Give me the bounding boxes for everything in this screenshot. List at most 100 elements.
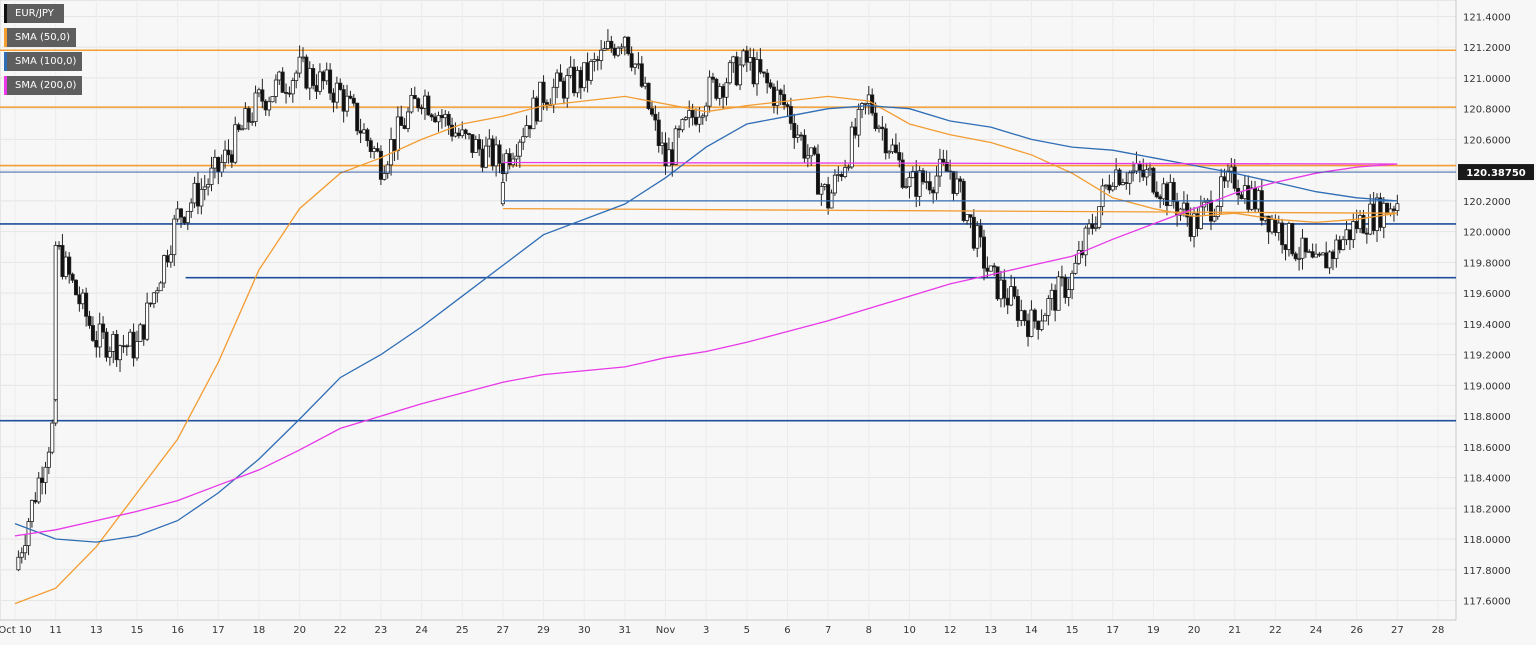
candle-body[interactable] bbox=[1076, 250, 1081, 264]
candle-body[interactable] bbox=[40, 477, 45, 483]
candle-body[interactable] bbox=[419, 107, 424, 110]
candle-body[interactable] bbox=[1337, 239, 1342, 251]
candle-body[interactable] bbox=[853, 126, 858, 136]
candle-body[interactable] bbox=[1341, 239, 1346, 251]
candle-body[interactable] bbox=[480, 148, 485, 168]
candle-body[interactable] bbox=[395, 116, 400, 152]
candle-body[interactable] bbox=[1310, 251, 1315, 258]
candle-body[interactable] bbox=[802, 134, 807, 159]
candle-body[interactable] bbox=[118, 345, 123, 361]
candle-body[interactable] bbox=[738, 64, 743, 86]
candle-body[interactable] bbox=[422, 95, 427, 109]
candle-body[interactable] bbox=[456, 132, 461, 137]
candle-body[interactable] bbox=[460, 129, 465, 137]
candle-body[interactable] bbox=[782, 94, 787, 106]
candle-body[interactable] bbox=[1391, 208, 1396, 211]
candle-body[interactable] bbox=[622, 36, 627, 48]
candle-body[interactable] bbox=[497, 144, 502, 164]
candle-body[interactable] bbox=[527, 125, 532, 130]
candle-body[interactable] bbox=[1141, 169, 1146, 178]
candle-body[interactable] bbox=[639, 63, 644, 87]
candle-body[interactable] bbox=[240, 128, 245, 131]
candle-body[interactable] bbox=[975, 225, 980, 249]
candle-body[interactable] bbox=[477, 139, 482, 150]
candle-body[interactable] bbox=[588, 61, 593, 81]
candle-body[interactable] bbox=[1002, 279, 1007, 299]
candle-body[interactable] bbox=[94, 340, 99, 348]
candle-body[interactable] bbox=[690, 110, 695, 118]
candle-body[interactable] bbox=[951, 171, 956, 194]
candle-body[interactable] bbox=[33, 499, 38, 503]
candle-body[interactable] bbox=[978, 225, 983, 238]
candle-body[interactable] bbox=[16, 556, 21, 571]
candle-body[interactable] bbox=[1049, 289, 1054, 299]
candle-body[interactable] bbox=[700, 115, 705, 118]
candle-body[interactable] bbox=[436, 115, 441, 123]
legend-item-sma50[interactable]: SMA (50,0) bbox=[4, 28, 77, 47]
candle-body[interactable] bbox=[273, 79, 278, 97]
candle-body[interactable] bbox=[29, 499, 34, 522]
candle-body[interactable] bbox=[666, 149, 671, 167]
candle-body[interactable] bbox=[1286, 223, 1291, 250]
candle-body[interactable] bbox=[155, 290, 160, 294]
sma-line[interactable] bbox=[14, 95, 1398, 605]
candle-body[interactable] bbox=[189, 202, 194, 212]
candle-body[interactable] bbox=[524, 125, 529, 138]
candle-body[interactable] bbox=[944, 161, 949, 172]
candle-body[interactable] bbox=[887, 151, 892, 154]
candle-body[interactable] bbox=[1239, 194, 1244, 200]
candle-body[interactable] bbox=[1188, 216, 1193, 237]
candle-body[interactable] bbox=[1073, 262, 1078, 274]
candle-body[interactable] bbox=[111, 333, 116, 352]
candle-body[interactable] bbox=[904, 186, 909, 189]
candle-body[interactable] bbox=[799, 134, 804, 137]
candle-body[interactable] bbox=[60, 245, 65, 277]
candle-body[interactable] bbox=[1314, 253, 1319, 258]
candle-body[interactable] bbox=[36, 477, 41, 503]
candle-body[interactable] bbox=[270, 96, 275, 103]
candle-body[interactable] bbox=[168, 254, 173, 263]
candle-body[interactable] bbox=[206, 184, 211, 188]
candle-body[interactable] bbox=[1171, 182, 1176, 202]
candle-body[interactable] bbox=[494, 144, 499, 167]
candle-body[interactable] bbox=[138, 324, 143, 342]
candle-body[interactable] bbox=[819, 186, 824, 195]
candle-body[interactable] bbox=[1208, 199, 1213, 222]
candle-body[interactable] bbox=[114, 333, 119, 361]
candle-body[interactable] bbox=[748, 57, 753, 63]
candle-body[interactable] bbox=[1168, 182, 1173, 207]
candle-body[interactable] bbox=[229, 154, 234, 163]
candle-body[interactable] bbox=[1127, 172, 1132, 184]
candle-body[interactable] bbox=[256, 89, 261, 94]
candle-body[interactable] bbox=[826, 184, 831, 209]
candle-body[interactable] bbox=[287, 92, 292, 95]
candle-body[interactable] bbox=[927, 181, 932, 191]
candle-body[interactable] bbox=[1290, 223, 1295, 255]
candle-body[interactable] bbox=[233, 124, 238, 163]
candle-body[interactable] bbox=[965, 214, 970, 221]
candle-body[interactable] bbox=[687, 110, 692, 119]
candle-body[interactable] bbox=[216, 157, 221, 173]
candle-body[interactable] bbox=[839, 174, 844, 177]
candle-body[interactable] bbox=[815, 153, 820, 195]
candle-body[interactable] bbox=[531, 97, 536, 130]
candle-body[interactable] bbox=[1083, 227, 1088, 256]
candle-body[interactable] bbox=[710, 76, 715, 80]
candle-body[interactable] bbox=[128, 331, 133, 347]
candle-body[interactable] bbox=[1039, 320, 1044, 330]
candle-body[interactable] bbox=[1036, 320, 1041, 330]
candle-body[interactable] bbox=[80, 292, 85, 305]
candle-body[interactable] bbox=[873, 112, 878, 129]
candle-body[interactable] bbox=[1344, 229, 1349, 241]
candle-body[interactable] bbox=[551, 86, 556, 105]
candle-body[interactable] bbox=[453, 132, 458, 137]
candle-body[interactable] bbox=[372, 148, 377, 153]
candle-body[interactable] bbox=[1364, 232, 1369, 235]
candle-body[interactable] bbox=[433, 116, 438, 123]
candle-body[interactable] bbox=[734, 56, 739, 86]
candle-body[interactable] bbox=[1053, 289, 1058, 311]
candle-body[interactable] bbox=[1063, 276, 1068, 298]
candle-body[interactable] bbox=[778, 89, 783, 95]
candle-body[interactable] bbox=[768, 82, 773, 88]
candle-body[interactable] bbox=[1276, 222, 1281, 233]
